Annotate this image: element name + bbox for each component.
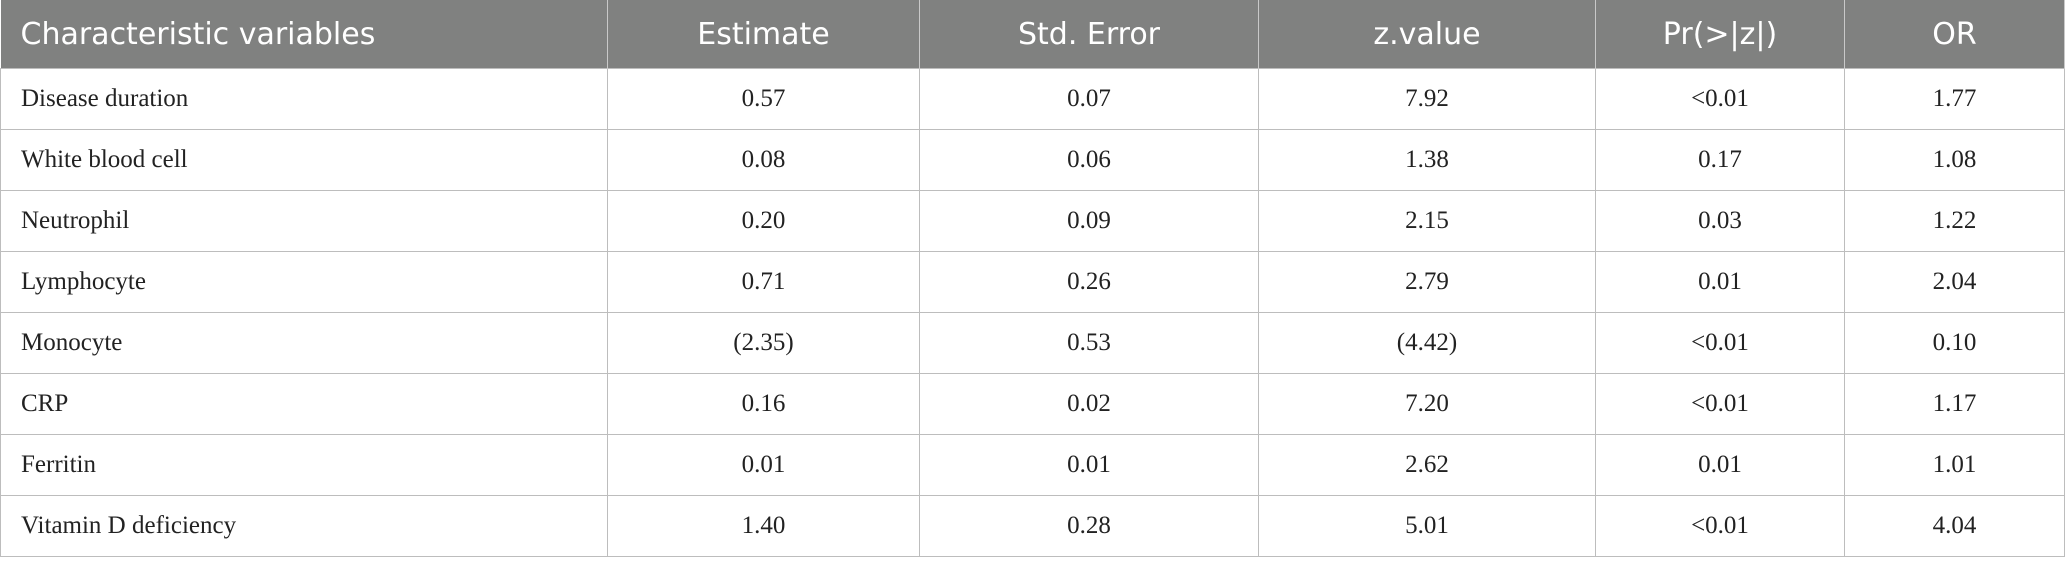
table-cell: (4.42) [1258, 312, 1596, 374]
table-cell: 0.26 [919, 251, 1259, 313]
table-cell: 1.17 [1844, 373, 2065, 435]
table-cell: 0.28 [919, 495, 1259, 557]
column-header: Characteristic variables [0, 0, 608, 69]
table-cell: 1.38 [1258, 129, 1596, 191]
row-label: White blood cell [0, 129, 608, 191]
table-cell: 2.62 [1258, 434, 1596, 496]
table-cell: 0.08 [607, 129, 920, 191]
table-cell: 0.07 [919, 68, 1259, 130]
table-cell: 0.57 [607, 68, 920, 130]
table-cell: 7.20 [1258, 373, 1596, 435]
table-row: CRP 0.16 0.02 7.20 <0.01 1.17 [0, 373, 2065, 435]
table-cell: <0.01 [1595, 68, 1845, 130]
table-cell: 0.10 [1844, 312, 2065, 374]
table-cell: 0.53 [919, 312, 1259, 374]
table-row: Disease duration 0.57 0.07 7.92 <0.01 1.77 [0, 68, 2065, 130]
row-label: Neutrophil [0, 190, 608, 252]
header-row: Characteristic variables Estimate Std. Err… [0, 0, 2065, 69]
table-cell: 1.40 [607, 495, 920, 557]
results-table: Characteristic variables Estimate Std. Err… [0, 0, 2065, 557]
table-cell: 0.09 [919, 190, 1259, 252]
table-cell: 0.20 [607, 190, 920, 252]
table-body: Disease duration 0.57 0.07 7.92 <0.01 1.77 Whi… [0, 68, 2065, 557]
table-cell: 1.08 [1844, 129, 2065, 191]
table-cell: 1.77 [1844, 68, 2065, 130]
table-cell: 1.22 [1844, 190, 2065, 252]
row-label: Disease duration [0, 68, 608, 130]
column-header: z.value [1258, 0, 1596, 69]
table-cell: 0.71 [607, 251, 920, 313]
row-label: Ferritin [0, 434, 608, 496]
table-cell: 0.01 [1595, 434, 1845, 496]
table-cell: 0.01 [1595, 251, 1845, 313]
table-cell: 5.01 [1258, 495, 1596, 557]
table-row: Neutrophil 0.20 0.09 2.15 0.03 1.22 [0, 190, 2065, 252]
row-label: CRP [0, 373, 608, 435]
table-cell: 0.01 [607, 434, 920, 496]
table-cell: 0.06 [919, 129, 1259, 191]
table-row: Vitamin D deficiency 1.40 0.28 5.01 <0.01 4.0… [0, 495, 2065, 557]
table-cell: 1.01 [1844, 434, 2065, 496]
column-header: OR [1844, 0, 2065, 69]
row-label: Lymphocyte [0, 251, 608, 313]
table-cell: 0.17 [1595, 129, 1845, 191]
table-cell: 4.04 [1844, 495, 2065, 557]
table-row: Ferritin 0.01 0.01 2.62 0.01 1.01 [0, 434, 2065, 496]
row-label: Vitamin D deficiency [0, 495, 608, 557]
table-cell: <0.01 [1595, 495, 1845, 557]
table-cell: 2.04 [1844, 251, 2065, 313]
row-label: Monocyte [0, 312, 608, 374]
column-header: Pr(>|z|) [1595, 0, 1845, 69]
table-cell: <0.01 [1595, 312, 1845, 374]
table-cell: 0.03 [1595, 190, 1845, 252]
table-cell: 0.16 [607, 373, 920, 435]
table-cell: 0.02 [919, 373, 1259, 435]
column-header: Estimate [607, 0, 920, 69]
table-row: Lymphocyte 0.71 0.26 2.79 0.01 2.04 [0, 251, 2065, 313]
table-cell: 2.15 [1258, 190, 1596, 252]
table-row: Monocyte (2.35) 0.53 (4.42) <0.01 0.10 [0, 312, 2065, 374]
table-cell: 0.01 [919, 434, 1259, 496]
table-row: White blood cell 0.08 0.06 1.38 0.17 1.08 [0, 129, 2065, 191]
table-header: Characteristic variables Estimate Std. Err… [0, 0, 2065, 69]
table-cell: 7.92 [1258, 68, 1596, 130]
table-cell: (2.35) [607, 312, 920, 374]
table-cell: <0.01 [1595, 373, 1845, 435]
column-header: Std. Error [919, 0, 1259, 69]
table-cell: 2.79 [1258, 251, 1596, 313]
